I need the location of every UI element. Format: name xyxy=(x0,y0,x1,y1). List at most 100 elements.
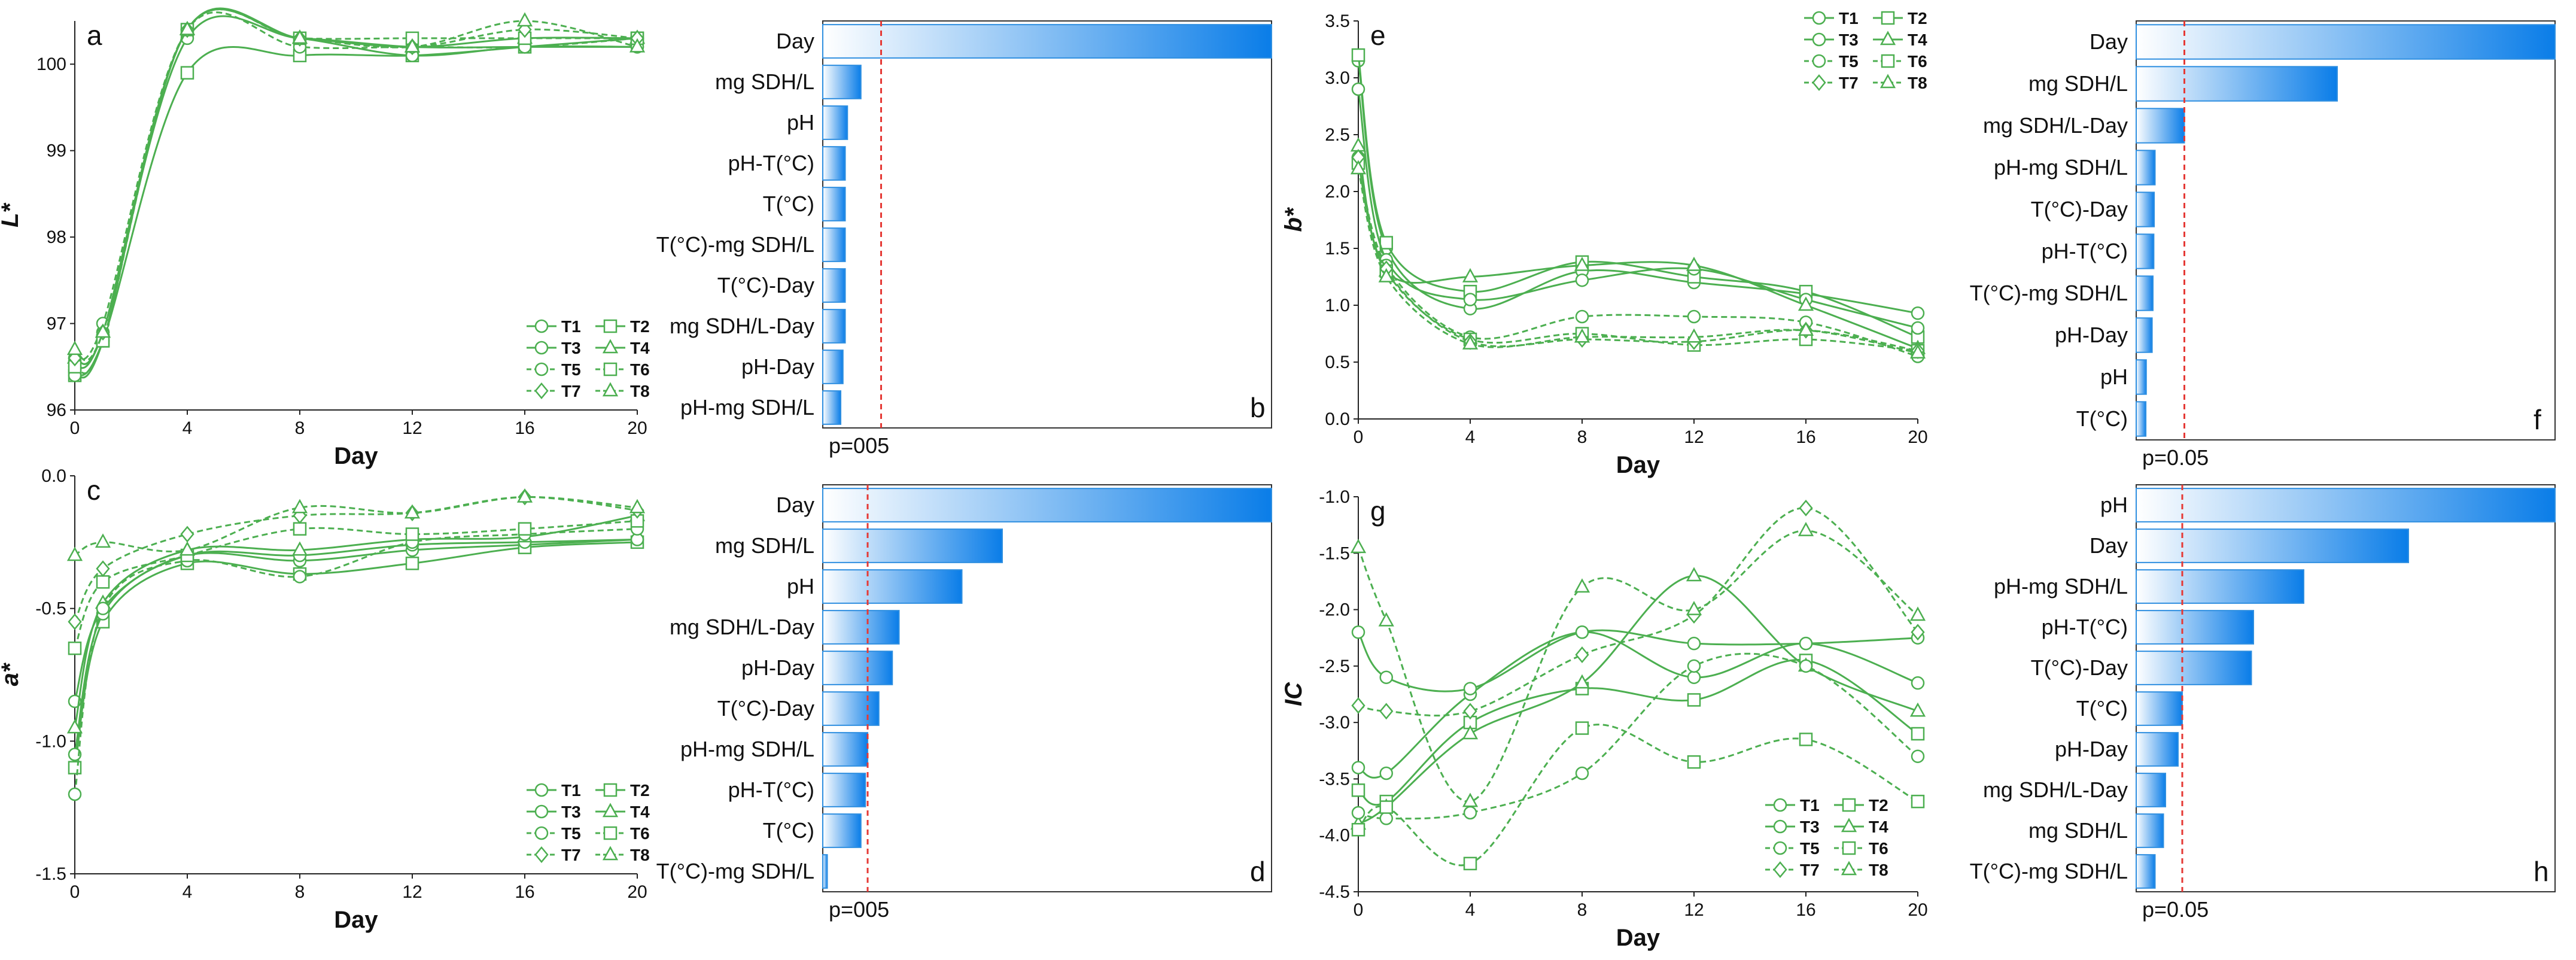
x-tick-label: 12 xyxy=(402,882,422,902)
bar xyxy=(822,390,841,425)
series-line xyxy=(1357,168,1918,354)
data-point xyxy=(1462,268,1479,282)
data-point xyxy=(1911,306,1925,320)
legend-marker xyxy=(1773,798,1787,812)
y-axis-label: L* xyxy=(0,202,23,227)
legend-marker xyxy=(534,804,549,819)
bar-category-label: pH xyxy=(2100,364,2128,389)
series-T3 xyxy=(1351,82,1925,335)
data-point xyxy=(1462,725,1479,740)
x-axis-label: Day xyxy=(334,907,378,933)
plot-frame xyxy=(2136,484,2556,892)
plot-frame xyxy=(822,20,1272,429)
data-point xyxy=(1687,309,1701,324)
y-tick-label: 96 xyxy=(47,400,66,420)
series-line xyxy=(1357,157,1918,352)
legend-label: T2 xyxy=(630,317,650,336)
bar-category-label: pH xyxy=(787,574,814,599)
bar xyxy=(822,227,846,262)
bar-category-label: T(°C)-Day xyxy=(717,696,814,721)
legend-label: T1 xyxy=(1800,796,1820,815)
line-chart-e: 0 4 8 12 16 20 0.0 0.5 1.0 1.5 2.0 2.5 3.0 3.5 Day b* e T… xyxy=(1281,9,1928,478)
data-point xyxy=(518,522,532,536)
legend-label: T3 xyxy=(561,803,581,821)
legend-marker xyxy=(1879,74,1896,89)
legend-marker xyxy=(603,362,618,376)
data-point xyxy=(1462,335,1479,350)
data-point xyxy=(404,504,421,519)
series-line xyxy=(74,541,638,768)
series-T5 xyxy=(1351,652,1925,825)
bar-category-label: pH-Day xyxy=(741,354,814,379)
series-line xyxy=(74,520,638,649)
y-tick-label: -1.5 xyxy=(1319,543,1350,563)
x-axis-label: Day xyxy=(1616,452,1660,478)
data-point xyxy=(1574,256,1590,271)
bar xyxy=(2136,317,2153,353)
bar xyxy=(822,773,866,807)
data-point xyxy=(1911,794,1925,809)
y-tick-label: 2.5 xyxy=(1325,125,1350,145)
legend-label: T3 xyxy=(1839,31,1859,49)
data-point xyxy=(95,533,111,548)
series-line xyxy=(1357,629,1918,692)
data-point xyxy=(1687,636,1701,651)
bar-chart-d: Day mg SDH/L pH mg SDH/L-Day pH-Day T(°C)-Day… xyxy=(656,484,1272,922)
legend-label: T6 xyxy=(630,824,650,843)
data-point xyxy=(68,748,82,761)
x-tick-label: 16 xyxy=(1796,427,1815,447)
series-T3 xyxy=(68,533,644,761)
legend-label: T4 xyxy=(1908,31,1927,49)
legend-label: T7 xyxy=(561,846,581,864)
legend-label: T3 xyxy=(1800,818,1820,836)
data-point xyxy=(1351,48,1365,62)
bar-category-label: T(°C)-mg SDH/L xyxy=(1970,281,2128,305)
data-point xyxy=(1687,755,1701,769)
bar-category-label: Day xyxy=(2090,533,2128,558)
x-axis-label: Day xyxy=(1616,925,1660,951)
plot-frame xyxy=(2136,20,2556,440)
series-T6 xyxy=(68,514,644,655)
bar-category-label: mg SDH/L-Day xyxy=(1983,777,2128,802)
bar-category-label: T(°C)-mg SDH/L xyxy=(656,232,814,257)
bar xyxy=(822,268,846,303)
series-line xyxy=(74,8,638,365)
series-line xyxy=(74,515,638,728)
data-point xyxy=(1574,328,1590,343)
data-point xyxy=(1350,539,1367,554)
legend: T1 T2 T3 T4 T5 T6 T7 T8 xyxy=(527,317,650,400)
y-tick-label: 0.0 xyxy=(41,466,66,486)
series-T7 xyxy=(68,8,644,367)
x-tick-label: 4 xyxy=(183,882,193,902)
data-point xyxy=(1687,693,1701,707)
bar-category-label: mg SDH/L-Day xyxy=(1983,113,2128,138)
bar-category-label: pH xyxy=(2100,493,2128,517)
legend-label: T7 xyxy=(561,382,581,400)
series-line xyxy=(1357,145,1918,350)
y-tick-label: 1.5 xyxy=(1325,239,1350,259)
bar xyxy=(822,813,862,848)
y-axis-label: b* xyxy=(1281,206,1307,232)
series-line xyxy=(1357,530,1918,803)
x-tick-label: 0 xyxy=(1354,900,1364,920)
data-point xyxy=(68,613,82,630)
bar xyxy=(822,146,846,181)
data-point xyxy=(95,323,111,338)
legend-label: T7 xyxy=(1839,74,1859,92)
legend-marker xyxy=(603,826,618,840)
bar xyxy=(822,732,868,767)
bar xyxy=(2136,24,2556,60)
legend-marker xyxy=(1841,861,1857,876)
series-line xyxy=(74,7,638,379)
legend-label: T1 xyxy=(1839,9,1859,28)
legend-marker xyxy=(1812,54,1826,68)
x-tick-label: 20 xyxy=(627,418,647,438)
y-tick-label: 1.0 xyxy=(1325,296,1350,315)
data-point xyxy=(180,525,194,543)
bar xyxy=(822,854,828,889)
data-point xyxy=(1911,727,1925,741)
series-T2 xyxy=(1351,654,1925,809)
series-T3 xyxy=(68,7,644,382)
legend-label: T5 xyxy=(1839,52,1859,71)
bar-category-label: mg SDH/L xyxy=(715,69,814,94)
